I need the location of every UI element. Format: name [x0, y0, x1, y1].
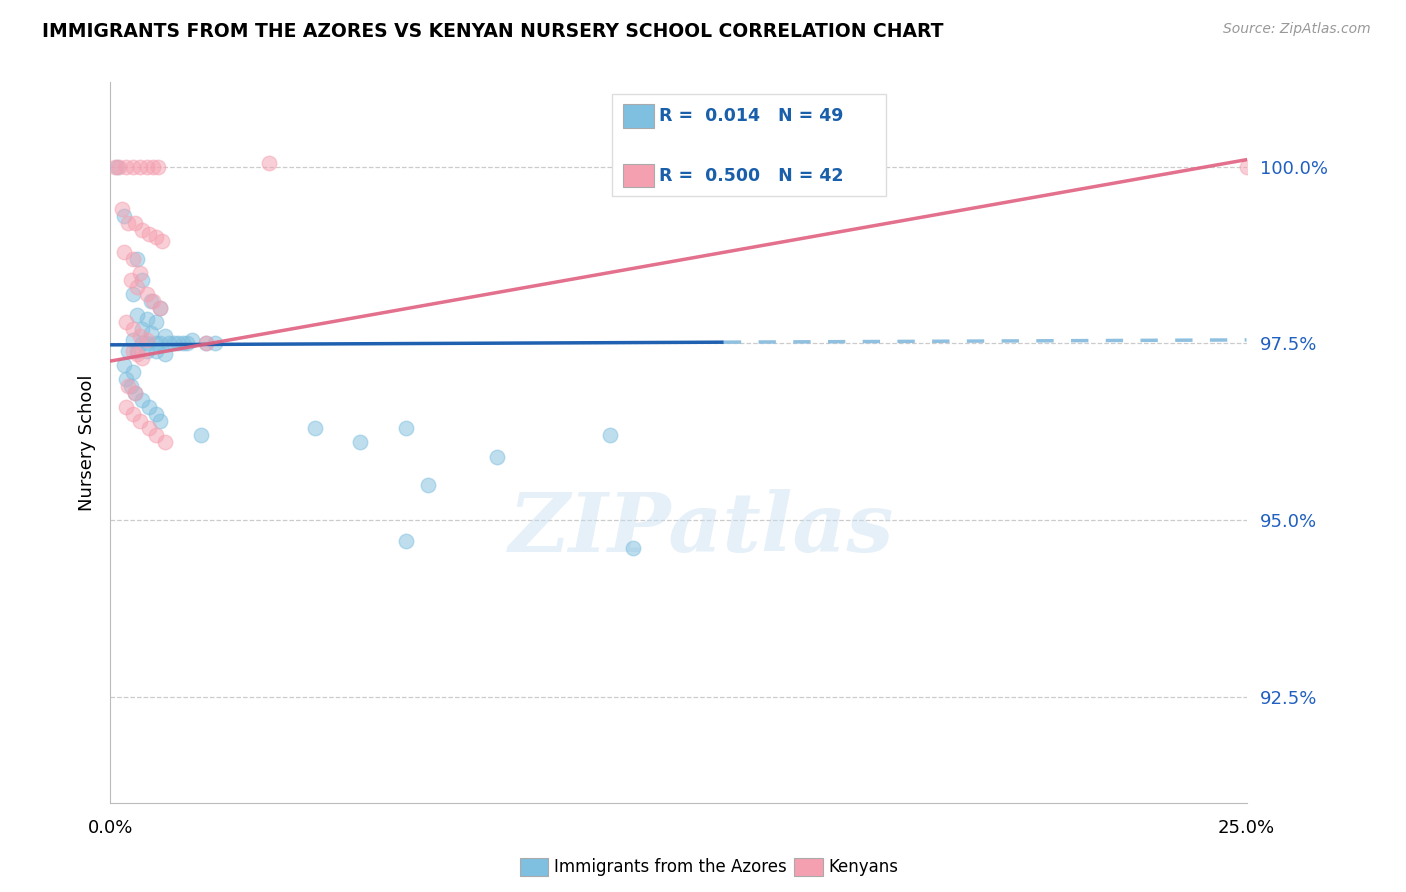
Point [117, 343, 139, 358]
Text: Kenyans: Kenyans [828, 858, 898, 876]
Point [138, 421, 160, 435]
Point [138, 400, 160, 414]
Point [190, 428, 212, 442]
Point [259, 156, 281, 170]
Point [194, 336, 217, 351]
Point [127, 252, 149, 266]
Point [124, 385, 146, 400]
Text: R =  0.014   N = 49: R = 0.014 N = 49 [659, 107, 844, 125]
Point [135, 333, 157, 347]
Point [115, 160, 138, 174]
Point [128, 266, 150, 280]
Point [149, 301, 172, 315]
Point [135, 287, 157, 301]
Point [145, 336, 167, 351]
Point [131, 273, 153, 287]
Point [131, 351, 153, 365]
Point [110, 202, 132, 216]
Point [149, 301, 172, 315]
Point [135, 336, 157, 351]
Point [117, 379, 139, 393]
Text: R =  0.500   N = 42: R = 0.500 N = 42 [659, 167, 844, 185]
Point [142, 160, 165, 174]
Point [145, 315, 167, 329]
Point [128, 329, 150, 343]
Point [127, 308, 149, 322]
Point [146, 160, 169, 174]
Point [112, 244, 135, 259]
Point [117, 216, 139, 230]
Point [1244, 167, 1267, 181]
Text: ZIPatlas: ZIPatlas [509, 489, 894, 569]
Text: IMMIGRANTS FROM THE AZORES VS KENYAN NURSERY SCHOOL CORRELATION CHART: IMMIGRANTS FROM THE AZORES VS KENYAN NUR… [42, 22, 943, 41]
Y-axis label: Nursery School: Nursery School [79, 374, 96, 510]
Point [131, 322, 153, 336]
Point [418, 478, 440, 492]
Point [157, 336, 180, 351]
Point [115, 372, 138, 386]
Point [122, 252, 145, 266]
Point [152, 234, 174, 248]
Point [122, 333, 145, 347]
Point [149, 336, 172, 351]
Point [485, 450, 508, 464]
Point [145, 407, 167, 421]
Point [122, 160, 145, 174]
Point [120, 273, 142, 287]
Point [128, 160, 150, 174]
Point [124, 216, 146, 230]
Point [139, 293, 162, 308]
Point [153, 329, 176, 343]
Point [112, 209, 135, 223]
Point [120, 379, 142, 393]
Point [167, 336, 190, 351]
Point [181, 333, 204, 347]
Point [105, 160, 128, 174]
Point [163, 336, 186, 351]
Point [138, 227, 160, 241]
Point [142, 293, 165, 308]
Point [176, 336, 198, 351]
Point [139, 326, 162, 340]
Point [1236, 160, 1258, 174]
Point [349, 435, 371, 450]
Point [135, 160, 157, 174]
Point [122, 322, 145, 336]
Point [131, 392, 153, 407]
Point [194, 336, 217, 351]
Point [112, 358, 135, 372]
Point [115, 400, 138, 414]
Point [127, 343, 149, 358]
Point [108, 160, 131, 174]
Point [145, 428, 167, 442]
Point [621, 541, 644, 556]
Point [115, 315, 138, 329]
Point [127, 347, 149, 361]
Point [394, 421, 416, 435]
Point [394, 534, 416, 549]
Point [135, 343, 157, 358]
Point [153, 347, 176, 361]
Point [122, 365, 145, 379]
Point [172, 336, 194, 351]
Point [599, 428, 621, 442]
Point [122, 343, 145, 358]
Point [304, 421, 326, 435]
Point [131, 336, 153, 351]
Point [145, 230, 167, 244]
Point [145, 343, 167, 358]
Text: Source: ZipAtlas.com: Source: ZipAtlas.com [1223, 22, 1371, 37]
Point [122, 287, 145, 301]
Point [153, 435, 176, 450]
Point [204, 336, 226, 351]
Text: Immigrants from the Azores: Immigrants from the Azores [554, 858, 787, 876]
Point [149, 414, 172, 428]
Point [131, 223, 153, 237]
Point [127, 280, 149, 294]
Point [104, 160, 127, 174]
Point [122, 407, 145, 421]
Point [124, 385, 146, 400]
Point [135, 311, 157, 326]
Point [128, 414, 150, 428]
